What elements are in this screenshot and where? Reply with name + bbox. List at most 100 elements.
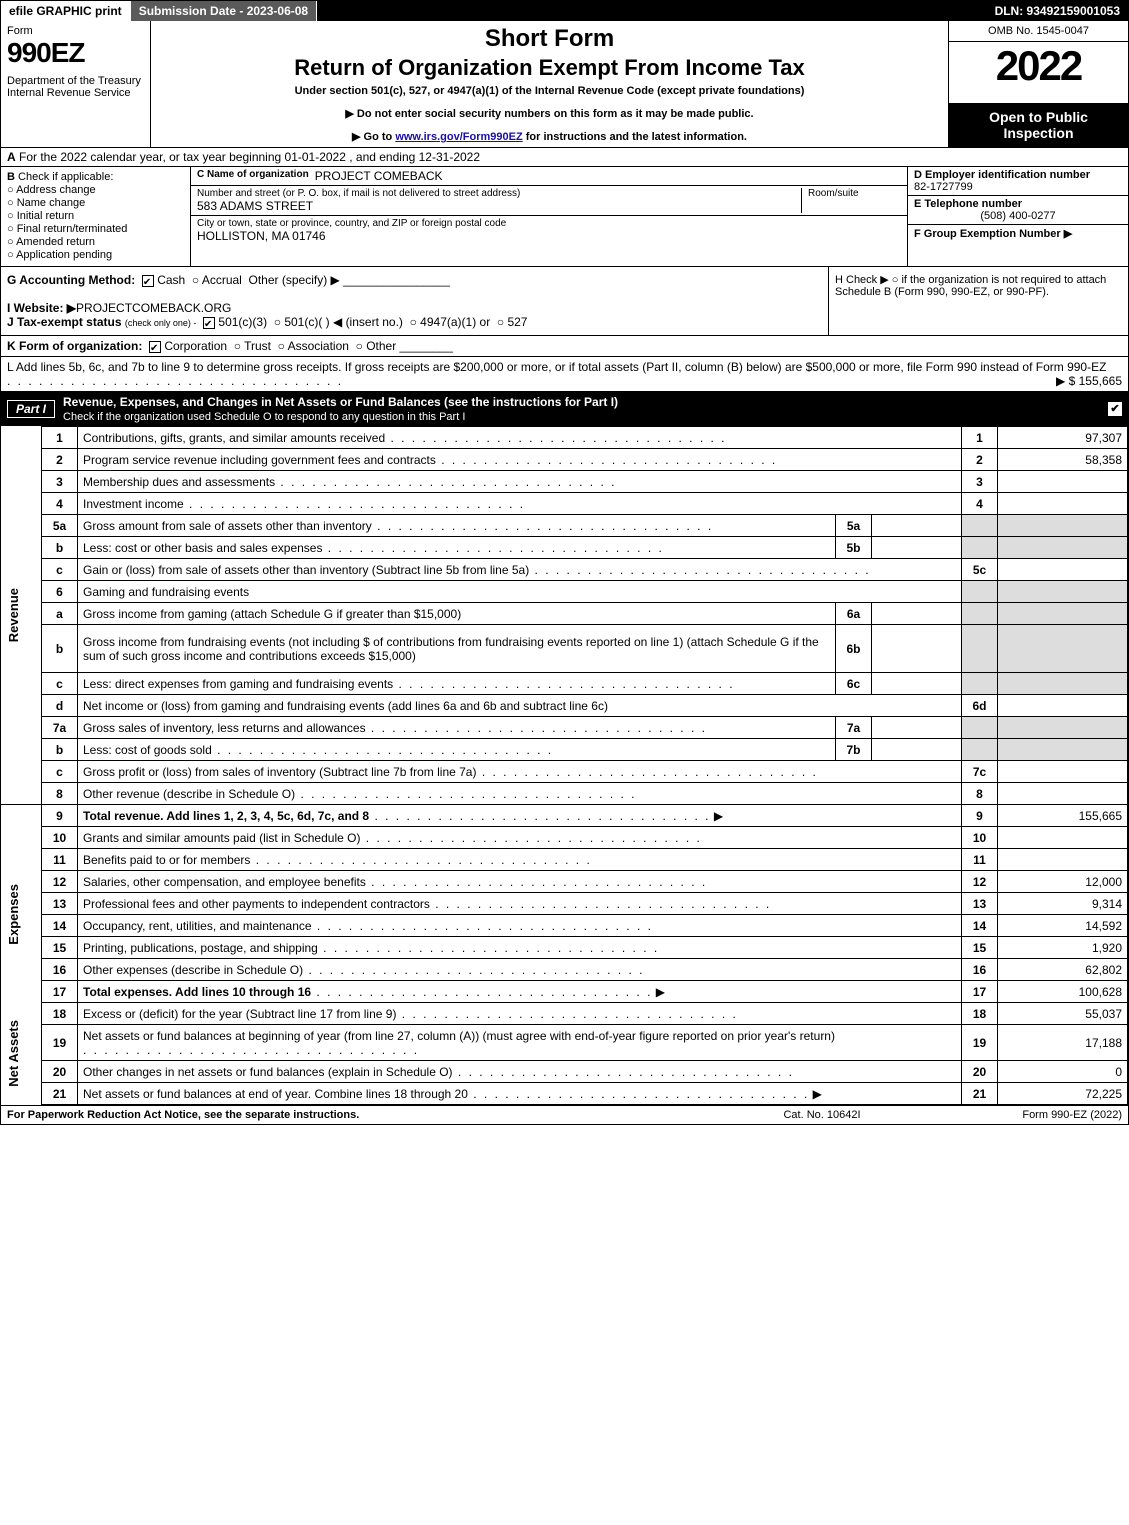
j-sub: (check only one) - (125, 318, 197, 328)
chk-cash[interactable] (142, 275, 154, 287)
e-phone: E Telephone number (508) 400-0277 (908, 196, 1128, 225)
l5a-sv (872, 515, 962, 537)
shade (962, 515, 998, 537)
l10-d: Grants and similar amounts paid (list in… (83, 831, 360, 845)
l5a-n: 5a (42, 515, 78, 537)
l7b-sn: 7b (836, 739, 872, 761)
org-name: PROJECT COMEBACK (315, 169, 443, 183)
l12-v: 12,000 (998, 871, 1128, 893)
form-title: Return of Organization Exempt From Incom… (159, 55, 940, 81)
l13-n: 13 (42, 893, 78, 915)
irs-link[interactable]: www.irs.gov/Form990EZ (395, 131, 522, 143)
accrual-label: Accrual (202, 273, 242, 287)
l10-n: 10 (42, 827, 78, 849)
row-gh: G Accounting Method: Cash ○ Accrual Othe… (1, 267, 1128, 336)
l9-d: Total revenue. Add lines 1, 2, 3, 4, 5c,… (83, 809, 369, 823)
revenue-label: Revenue (6, 588, 21, 642)
l16-ln: 16 (962, 959, 998, 981)
l19-n: 19 (42, 1025, 78, 1061)
l16-d: Other expenses (describe in Schedule O) (83, 963, 303, 977)
l4-d: Investment income (83, 497, 184, 511)
l6b-n: b (42, 625, 78, 673)
d-label: D Employer identification number (914, 169, 1090, 181)
header-right: OMB No. 1545-0047 2022 Open to Public In… (948, 21, 1128, 147)
other-label: Other (specify) ▶ (249, 273, 340, 287)
l4-v (998, 493, 1128, 515)
l16-n: 16 (42, 959, 78, 981)
l21-d: Net assets or fund balances at end of ye… (83, 1087, 468, 1101)
omb-number: OMB No. 1545-0047 (949, 21, 1128, 42)
l11-v (998, 849, 1128, 871)
l15-n: 15 (42, 937, 78, 959)
l6c-n: c (42, 673, 78, 695)
ein-value: 82-1727799 (914, 181, 973, 193)
l21-ln: 21 (962, 1083, 998, 1105)
chk-501c3[interactable] (203, 317, 215, 329)
j-o3: 4947(a)(1) or (420, 315, 490, 329)
j-label: J Tax-exempt status (7, 315, 122, 329)
header-middle: Short Form Return of Organization Exempt… (151, 21, 948, 147)
l8-ln: 8 (962, 783, 998, 805)
arrow-icon (809, 1087, 822, 1101)
section-b-to-f: B Check if applicable: Address change Na… (1, 167, 1128, 267)
col-cdef: C Name of organization PROJECT COMEBACK … (191, 167, 1128, 266)
l18-n: 18 (42, 1003, 78, 1025)
l10-v (998, 827, 1128, 849)
l7c-ln: 7c (962, 761, 998, 783)
l7c-n: c (42, 761, 78, 783)
part-i-checkbox[interactable]: ✔ (1108, 402, 1122, 416)
l7a-d: Gross sales of inventory, less returns a… (83, 721, 366, 735)
paperwork-notice: For Paperwork Reduction Act Notice, see … (7, 1109, 722, 1121)
j-o1: 501(c)(3) (218, 315, 267, 329)
b-label: Check if applicable: (18, 171, 113, 183)
l17-v: 100,628 (998, 981, 1128, 1003)
k-o3: Association (288, 339, 349, 353)
l17-ln: 17 (962, 981, 998, 1003)
i-label: I Website: ▶ (7, 301, 76, 315)
l13-ln: 13 (962, 893, 998, 915)
header-left: Form 990EZ Department of the Treasury In… (1, 21, 151, 147)
chk-initial-return[interactable]: Initial return (7, 210, 184, 222)
l7a-sn: 7a (836, 717, 872, 739)
netassets-label: Net Assets (6, 1020, 21, 1087)
chk-address-change[interactable]: Address change (7, 184, 184, 196)
lines-table: Revenue 1 Contributions, gifts, grants, … (1, 426, 1128, 1105)
part-i-title-text: Revenue, Expenses, and Changes in Net As… (63, 395, 618, 409)
l5c-n: c (42, 559, 78, 581)
l15-v: 1,920 (998, 937, 1128, 959)
l9-ln: 9 (962, 805, 998, 827)
l19-v: 17,188 (998, 1025, 1128, 1061)
part-i-label: Part I (7, 400, 55, 418)
l3-ln: 3 (962, 471, 998, 493)
efile-label: efile GRAPHIC print (1, 1, 131, 21)
city-label: City or town, state or province, country… (197, 218, 901, 229)
chk-final-return[interactable]: Final return/terminated (7, 223, 184, 235)
row-k: K Form of organization: Corporation ○ Tr… (1, 336, 1128, 357)
form-number: 990EZ (7, 37, 144, 69)
l8-v (998, 783, 1128, 805)
l19-ln: 19 (962, 1025, 998, 1061)
l15-ln: 15 (962, 937, 998, 959)
c-city-row: City or town, state or province, country… (191, 216, 907, 245)
chk-name-change[interactable]: Name change (7, 197, 184, 209)
l16-v: 62,802 (998, 959, 1128, 981)
row-a: A For the 2022 calendar year, or tax yea… (1, 148, 1128, 167)
l7c-d: Gross profit or (loss) from sales of inv… (83, 765, 476, 779)
l12-d: Salaries, other compensation, and employ… (83, 875, 366, 889)
c-addr-row: Number and street (or P. O. box, if mail… (191, 186, 907, 216)
l12-ln: 12 (962, 871, 998, 893)
l18-d: Excess or (deficit) for the year (Subtra… (83, 1007, 396, 1021)
c-name-label: C Name of organization (197, 169, 309, 183)
l5a-d: Gross amount from sale of assets other t… (83, 519, 372, 533)
chk-application-pending[interactable]: Application pending (7, 249, 184, 261)
row-a-text: For the 2022 calendar year, or tax year … (19, 150, 480, 164)
short-form-label: Short Form (159, 25, 940, 53)
chk-amended-return[interactable]: Amended return (7, 236, 184, 248)
chk-corporation[interactable] (149, 341, 161, 353)
submission-date: Submission Date - 2023-06-08 (131, 1, 317, 21)
org-street: 583 ADAMS STREET (197, 199, 313, 213)
l7b-n: b (42, 739, 78, 761)
j-o4: 527 (507, 315, 527, 329)
l6b-sv (872, 625, 962, 673)
l5c-v (998, 559, 1128, 581)
